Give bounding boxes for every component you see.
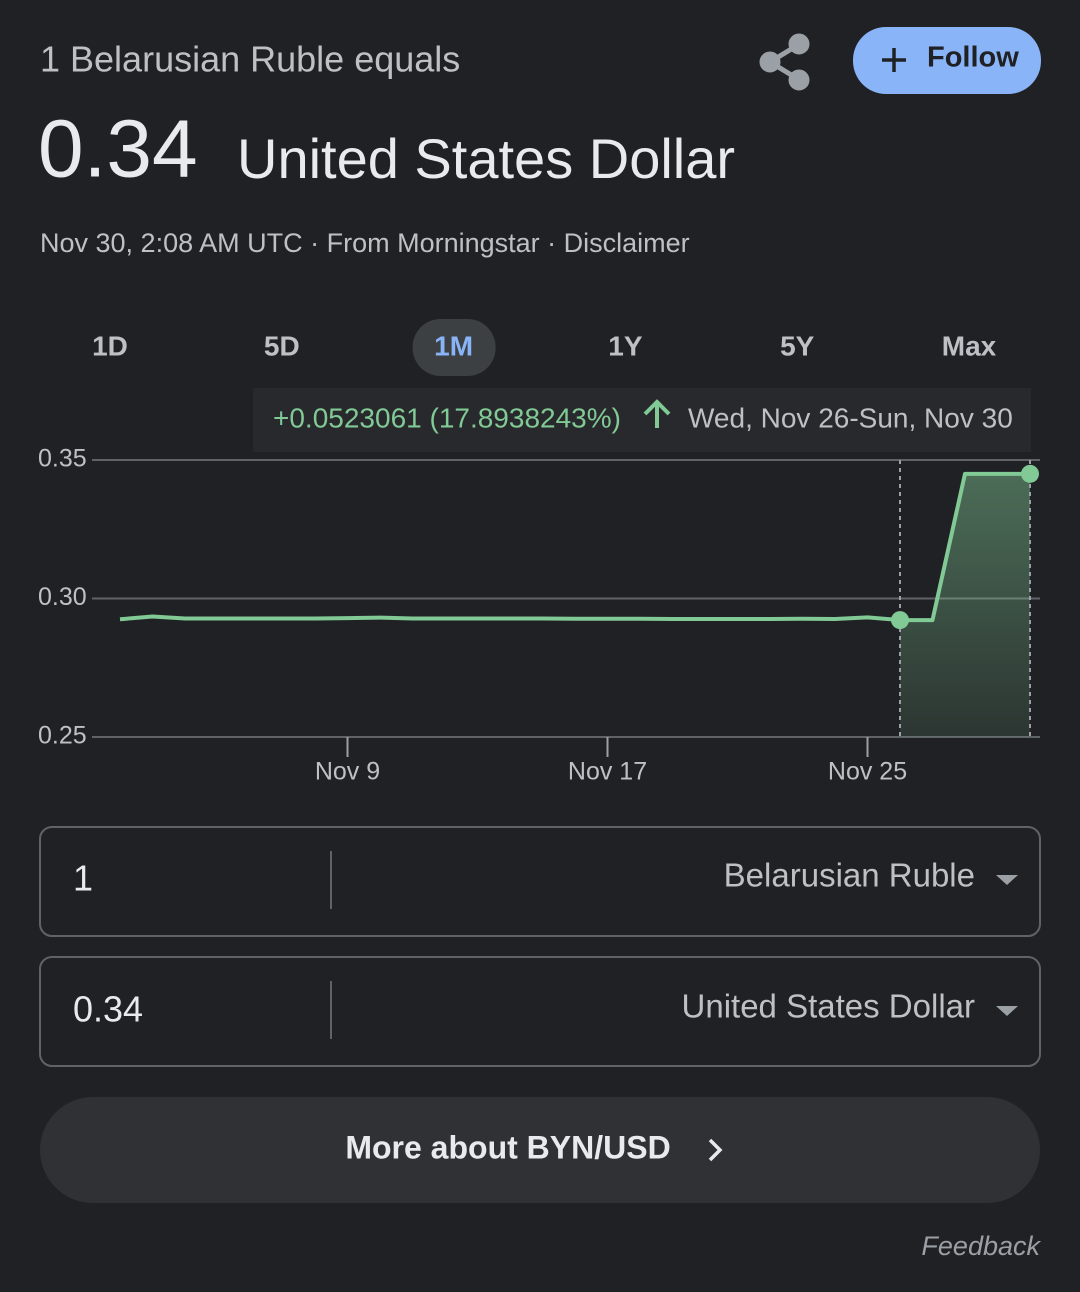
- x-tick-label: Nov 25: [828, 758, 907, 786]
- range-tab[interactable]: 5Y: [780, 330, 815, 361]
- tooltip-box: [253, 388, 1031, 452]
- to-field[interactable]: 0.34 United States Dollar: [39, 956, 1041, 1067]
- tooltip-change: +0.0523061 (17.8938243%): [273, 402, 621, 433]
- tooltip-period: Wed, Nov 26-Sun, Nov 30: [688, 402, 1013, 433]
- up-arrow: [643, 399, 671, 428]
- follow-label: Follow: [927, 42, 1019, 74]
- from-currency[interactable]: Belarusian Ruble: [724, 857, 975, 894]
- y-tick-label: 0.25: [38, 722, 87, 750]
- share-button[interactable]: [759, 33, 810, 91]
- from-field[interactable]: 1 Belarusian Ruble: [39, 826, 1041, 937]
- range-tab[interactable]: 1D: [92, 330, 128, 361]
- range-tab[interactable]: 1Y: [608, 330, 643, 361]
- feedback-link[interactable]: Feedback: [921, 1231, 1041, 1261]
- x-tick-label: Nov 17: [568, 758, 647, 786]
- x-tick-label: Nov 9: [315, 758, 380, 786]
- rate-value: 0.34: [38, 104, 198, 195]
- meta: Nov 30, 2:08 AM UTC · From Morningstar ·…: [40, 228, 690, 258]
- range-tab[interactable]: 1M: [434, 330, 473, 361]
- more-label[interactable]: More about BYN/USD: [345, 1129, 670, 1165]
- price-line: [119, 471, 1030, 623]
- y-tick-label: 0.35: [38, 445, 87, 473]
- range-tab[interactable]: 5D: [264, 330, 300, 361]
- highlight-area: [900, 473, 1030, 737]
- range-tab[interactable]: Max: [942, 330, 997, 361]
- follow-button[interactable]: Follow: [853, 27, 1041, 94]
- more-button[interactable]: More about BYN/USD: [40, 1097, 1040, 1203]
- rate-unit: United States Dollar: [237, 127, 735, 190]
- y-tick-label: 0.30: [38, 583, 87, 611]
- from-amount[interactable]: 1: [73, 858, 93, 899]
- to-amount[interactable]: 0.34: [73, 989, 143, 1030]
- range-point: [891, 611, 909, 630]
- range-tab-selected[interactable]: [412, 319, 496, 376]
- range-point: [1021, 464, 1039, 483]
- subtitle: 1 Belarusian Ruble equals: [40, 39, 460, 80]
- to-currency[interactable]: United States Dollar: [682, 988, 975, 1025]
